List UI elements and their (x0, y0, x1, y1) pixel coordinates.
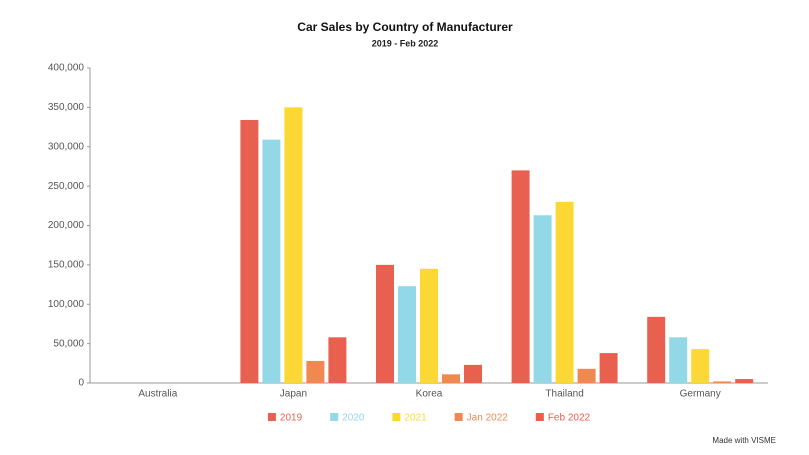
legend-label: 2019 (280, 413, 303, 424)
bar (328, 337, 347, 383)
x-tick-label: Thailand (545, 389, 583, 400)
bar (464, 364, 482, 383)
chart-subtitle: 2019 - Feb 2022 (372, 38, 439, 48)
legend-label: Jan 2022 (467, 413, 509, 424)
legend-label: Feb 2022 (548, 413, 591, 424)
legend-label: 2020 (342, 413, 365, 424)
bar (284, 107, 303, 383)
bar (306, 360, 325, 383)
bar (511, 170, 530, 383)
y-tick-label: 300,000 (48, 141, 85, 152)
chart-title: Car Sales by Country of Manufacturer (297, 20, 513, 34)
bar (262, 139, 281, 383)
bar (555, 201, 574, 383)
bar (398, 286, 416, 383)
bar (533, 215, 552, 383)
x-tick-label: Japan (280, 389, 307, 400)
bar (442, 374, 460, 383)
x-tick-label: Korea (416, 389, 443, 400)
y-tick-label: 250,000 (48, 181, 85, 192)
bar (376, 264, 394, 383)
legend-item: 2020 (330, 413, 365, 424)
x-tick-label: Germany (680, 389, 721, 400)
y-tick-label: 50,000 (53, 338, 84, 349)
y-tick-label: 100,000 (48, 299, 85, 310)
y-tick-label: 200,000 (48, 220, 85, 231)
bar (577, 368, 596, 383)
legend-swatch (454, 413, 463, 421)
bar (713, 381, 732, 383)
legend-item: 2021 (392, 413, 427, 424)
bar (735, 379, 754, 383)
legend-swatch (330, 413, 339, 421)
y-tick-label: 400,000 (48, 63, 85, 74)
legend-swatch (392, 413, 401, 421)
bar (240, 119, 259, 383)
bar (647, 316, 666, 383)
y-tick-label: 150,000 (48, 260, 85, 271)
legend-swatch (535, 413, 544, 421)
legend-item: Feb 2022 (535, 413, 591, 424)
y-tick-label: 350,000 (48, 102, 85, 113)
legend-item: Jan 2022 (454, 413, 509, 424)
y-tick-label: 0 (78, 378, 84, 389)
bar (420, 268, 438, 383)
legend-item: 2019 (267, 413, 303, 424)
bar (599, 353, 618, 383)
footer: Made with VISME (712, 436, 776, 445)
legend-label: 2021 (404, 413, 427, 424)
legend-swatch (267, 413, 276, 421)
x-tick-label: Australia (138, 389, 177, 400)
bar (669, 337, 688, 383)
bar (691, 349, 710, 383)
